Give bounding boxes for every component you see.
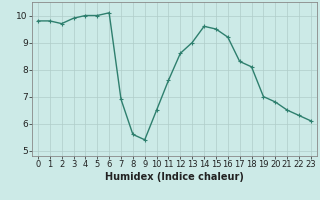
X-axis label: Humidex (Indice chaleur): Humidex (Indice chaleur) xyxy=(105,172,244,182)
